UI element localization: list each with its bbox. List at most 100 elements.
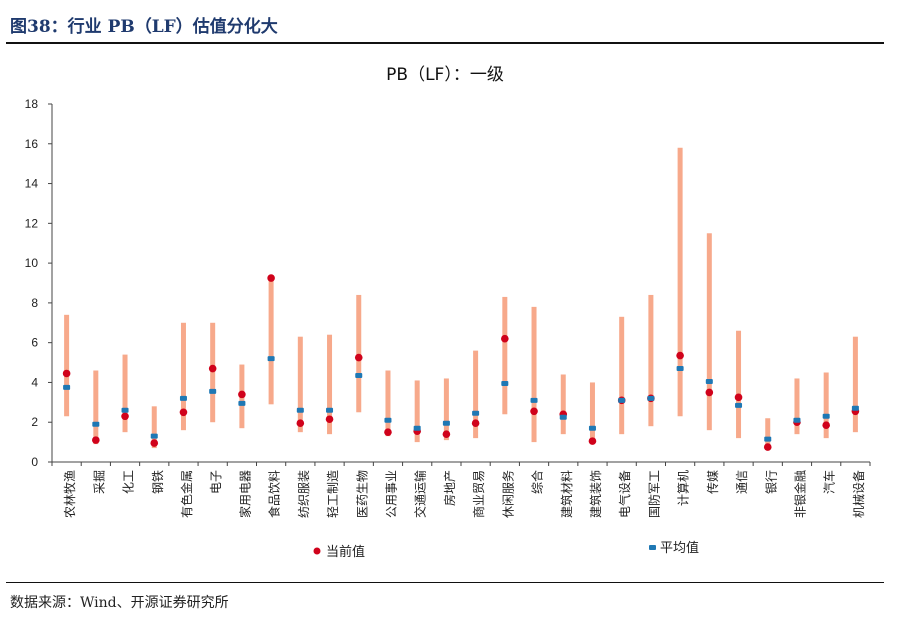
bottom-rule: [6, 582, 884, 583]
current-value-point: [150, 439, 159, 447]
figure-title: 图38：行业 PB（LF）估值分化大: [10, 17, 278, 37]
range-bar: [297, 336, 303, 433]
average-value-point: [822, 413, 830, 419]
range-bar: [122, 354, 128, 433]
y-tick-label: 6: [31, 336, 38, 350]
range-bar: [356, 294, 362, 413]
range-bar: [706, 233, 712, 431]
current-value-point: [734, 393, 743, 402]
range-bar: [151, 406, 157, 449]
range-bar: [531, 306, 537, 443]
x-tick-label: 公用事业: [384, 470, 398, 518]
y-tick-label: 14: [25, 177, 39, 191]
current-value-point: [763, 443, 772, 451]
x-tick-label: 机械设备: [851, 470, 866, 518]
chart: PB（LF）：一级 0 2 4 6 8 10 12 14 16 18 农林牧渔 采掘 化工 钢铁 有色金属…: [25, 65, 871, 560]
range-bar: [210, 322, 216, 423]
x-tick-label: 农林牧渔: [63, 470, 77, 518]
current-value-point: [296, 419, 305, 428]
current-value-point: [121, 412, 129, 421]
average-value-point: [355, 372, 363, 378]
current-value-point: [92, 436, 100, 444]
x-tick-label: 综合: [530, 470, 545, 494]
average-value-point: [121, 407, 129, 413]
x-tick-label: 通信: [735, 470, 749, 494]
average-value-point: [530, 397, 538, 403]
current-value-point: [530, 407, 538, 416]
x-axis: 农林牧渔 采掘 化工 钢铁 有色金属 电子 家用电器 食品饮料 纺织服装 轻工制造 医药生物 公用事业…: [51, 461, 871, 518]
x-tick-label: 传媒: [705, 470, 720, 494]
average-value-point: [384, 417, 392, 423]
x-tick-label: 电子: [209, 470, 223, 494]
x-tick-label: 银行: [764, 470, 778, 494]
x-tick-label: 化工: [122, 470, 136, 494]
range-bar: [619, 316, 625, 435]
range-bar: [473, 350, 479, 439]
y-tick-label: 16: [25, 137, 39, 151]
x-tick-label: 休闲服务: [500, 470, 515, 518]
markers: [62, 274, 860, 451]
current-value-point: [325, 415, 334, 424]
legend: 当前值 平均值: [313, 540, 699, 560]
top-rule: [6, 42, 884, 44]
current-value-point: [501, 334, 509, 343]
current-value-point: [354, 353, 363, 362]
source-note: 数据来源：Wind、开源证券研究所: [10, 595, 229, 611]
legend-average-label: 平均值: [660, 540, 699, 556]
x-tick-label: 采掘: [91, 470, 106, 494]
average-value-point: [764, 436, 772, 442]
current-value-point: [238, 390, 246, 399]
average-value-point: [618, 397, 626, 403]
range-bar: [765, 418, 771, 451]
x-tick-label: 建筑装饰: [588, 470, 603, 518]
range-bar: [414, 380, 420, 443]
legend-average-marker: [649, 545, 656, 550]
current-value-point: [384, 428, 392, 436]
x-tick-label: 食品饮料: [267, 470, 282, 518]
current-value-point: [179, 408, 188, 417]
y-axis: 0 2 4 6 8 10 12 14 16 18: [25, 97, 53, 469]
range-bar: [268, 275, 274, 405]
range-bar: [589, 382, 595, 445]
range-bar: [852, 336, 858, 433]
current-value-point: [267, 274, 275, 282]
range-bar: [560, 374, 566, 435]
range-bar: [443, 378, 449, 441]
y-tick-label: 8: [31, 296, 38, 310]
average-value-point: [413, 425, 421, 431]
x-tick-label: 电气设备: [617, 470, 632, 518]
average-value-point: [501, 380, 509, 386]
x-tick-label: 医药生物: [355, 470, 369, 518]
current-value-point: [676, 351, 684, 360]
average-value-point: [472, 410, 480, 416]
legend-current-label: 当前值: [326, 544, 365, 560]
x-tick-label: 非银金融: [792, 470, 807, 518]
range-bar: [823, 372, 829, 439]
average-value-point: [676, 366, 684, 372]
x-tick-label: 国防军工: [646, 470, 661, 518]
x-tick-label: 建筑材料: [559, 470, 574, 518]
average-value-point: [179, 395, 187, 401]
average-value-point: [647, 395, 655, 401]
current-value-point: [822, 421, 830, 430]
y-tick-label: 12: [25, 216, 39, 230]
range-bars: [64, 147, 858, 451]
y-tick-label: 18: [25, 97, 39, 111]
chart-title: PB（LF）：一级: [386, 65, 504, 85]
y-tick-label: 0: [31, 455, 38, 469]
legend-current-marker: [313, 547, 321, 555]
y-tick-label: 4: [31, 375, 38, 389]
current-value-point: [588, 437, 597, 445]
current-value-point: [471, 419, 480, 428]
average-value-point: [63, 384, 71, 390]
average-value-point: [296, 407, 304, 413]
x-tick-label: 计算机: [676, 470, 691, 506]
average-value-point: [588, 425, 596, 431]
average-value-point: [705, 378, 713, 384]
range-bar: [93, 370, 99, 445]
average-value-point: [150, 433, 158, 439]
x-tick-label: 交通运输: [413, 470, 428, 518]
x-tick-label: 钢铁: [151, 470, 165, 494]
x-tick-label: 有色金属: [179, 470, 194, 518]
average-value-point: [559, 414, 567, 420]
